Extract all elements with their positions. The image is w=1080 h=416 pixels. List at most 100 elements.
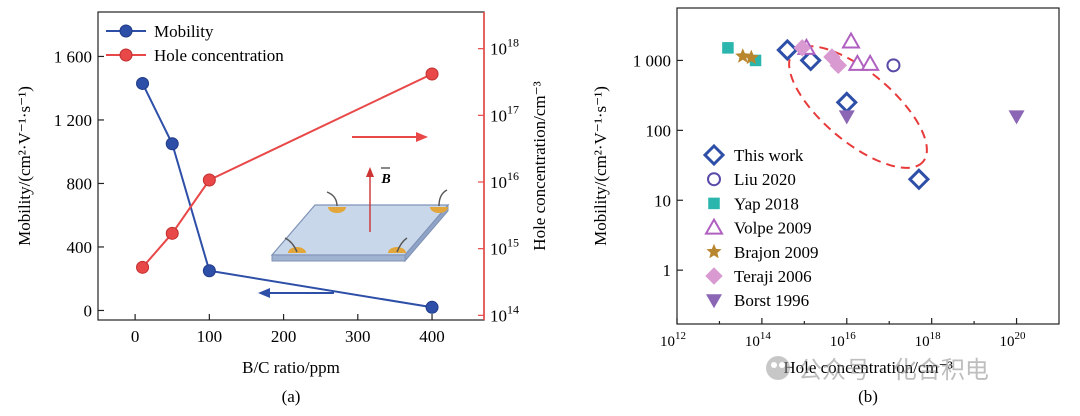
panel-b-label: (b) — [858, 387, 878, 406]
b-y-tick-label: 1 — [663, 261, 672, 280]
legend-teraji-2006-marker — [705, 267, 723, 285]
inset-wire — [438, 189, 448, 207]
mobility-point — [165, 137, 179, 151]
hole-concentration-point — [136, 260, 150, 274]
inset-contact — [388, 247, 406, 253]
hole-axis-arrow-head — [416, 132, 428, 142]
mobility-point — [202, 264, 216, 278]
legend-this-work-marker — [702, 143, 726, 167]
b-x-tick-label: 1016 — [830, 330, 857, 350]
mobility-point — [425, 300, 439, 314]
borst-1996-point — [838, 110, 855, 125]
inset-wire — [396, 237, 408, 253]
hole-concentration-point — [425, 67, 439, 81]
legend-yap-2018-label: Yap 2018 — [734, 194, 799, 213]
a-y-right-tick-label: 1016 — [490, 169, 519, 192]
mobility-line — [141, 83, 433, 309]
panel-b-frame — [676, 7, 1060, 325]
volpe-2009-point — [841, 31, 861, 49]
watermark-icon-dot — [771, 362, 777, 368]
yap-2018-point — [722, 42, 734, 54]
b-y-ticks: 1 10 100 1 000 — [633, 51, 683, 280]
a-y-right-tick-label: 1015 — [490, 236, 519, 259]
panel-a-label: (a) — [282, 387, 301, 406]
b-x-tick-label: 1014 — [745, 330, 772, 350]
legend-borst-1996-marker — [706, 294, 722, 309]
legend-volpe-2009-label: Volpe 2009 — [734, 219, 812, 238]
liu-2020-point — [886, 58, 901, 73]
inset-plate-side — [404, 203, 449, 263]
a-series-layer — [136, 67, 439, 314]
b-y-tick-label: 1 000 — [633, 51, 671, 70]
this-work-point — [776, 38, 799, 62]
a-x-tick-label: 400 — [419, 327, 445, 346]
volpe-2009-point — [847, 53, 868, 71]
a-y-left-axis-label: Mobility/(cm²·V⁻¹·s⁻¹) — [15, 86, 34, 246]
b-y-tick-label: 10 — [654, 191, 671, 210]
b-x-tick-label: 1012 — [660, 330, 686, 350]
legend-hole-marker — [119, 48, 133, 62]
mobility-axis-arrow-head — [258, 288, 270, 298]
legend-yap-2018-marker — [708, 197, 720, 210]
a-y-right-tick-label: 1014 — [490, 302, 519, 325]
legend-teraji-2006-label: Teraji 2006 — [734, 267, 812, 286]
mobility-point — [136, 76, 150, 90]
inset-contact — [288, 247, 306, 253]
yap-2018-point — [749, 54, 762, 67]
legend-mobility-label: Mobility — [154, 22, 214, 41]
a-y-left-tick-label: 400 — [67, 238, 93, 257]
b-legend: This work Liu 2020 Yap 2018 Volpe 2009 Brajo… — [702, 143, 819, 310]
watermark-text: 公众号 · 化合积电 — [798, 356, 989, 384]
b-y-tick-label: 100 — [646, 121, 672, 140]
borst-1996-point — [1008, 110, 1025, 125]
inset-wire — [284, 237, 298, 253]
this-work-point — [799, 49, 822, 72]
a-x-tick-label: 100 — [197, 327, 223, 346]
a-y-left-tick-label: 1 600 — [54, 47, 92, 66]
a-y-right-tick-label: 1017 — [490, 102, 519, 125]
legend-brajon-2009-label: Brajon 2009 — [734, 243, 819, 262]
teraji-2006-point — [793, 39, 811, 57]
b-field-label: B — [380, 172, 390, 187]
panel-a: 0 100 200 300 400 0 400 800 1 200 1 600 1014 1015… — [15, 11, 549, 406]
legend-hole-label: Hole concentration — [154, 46, 284, 65]
a-x-axis-label: B/C ratio/ppm — [242, 358, 340, 377]
teraji-2006-point — [829, 56, 847, 75]
a-legend: Mobility Hole concentration — [106, 22, 284, 65]
inset-plate-edge — [271, 254, 406, 262]
a-y-right-tick-label: 1018 — [490, 36, 519, 59]
panel-b: 1012 1014 1016 1018 1020 1 10 100 1 000 This wo… — [591, 7, 1060, 406]
watermark: 公众号 · 化合积电 — [766, 356, 989, 384]
a-x-tick-label: 0 — [131, 327, 140, 346]
hole-concentration-point — [202, 173, 216, 187]
inset-wire — [326, 191, 338, 207]
legend-volpe-2009-marker — [704, 217, 724, 235]
b-x-axis-label: Hole concentration/cm⁻³ — [783, 358, 952, 377]
watermark-icon — [766, 356, 790, 380]
legend-mobility-marker — [119, 24, 133, 38]
brajon-2009-point — [735, 48, 751, 63]
hole-concentration-point — [165, 226, 179, 240]
a-y-right-ticks: 1014 1015 1016 1017 1018 — [478, 36, 519, 325]
a-y-right-axis-label: Hole concentration/cm⁻³ — [530, 81, 549, 250]
this-work-point — [835, 91, 858, 114]
a-y-left-tick-label: 1 200 — [54, 111, 92, 130]
a-x-tick-label: 200 — [271, 327, 297, 346]
a-x-ticks: 0 100 200 300 400 — [131, 314, 445, 346]
b-series-layer — [722, 31, 1025, 191]
legend-liu-2020-label: Liu 2020 — [734, 170, 796, 189]
device-inset: B — [270, 167, 450, 263]
volpe-2009-point — [860, 53, 880, 71]
legend-borst-1996-label: Borst 1996 — [734, 291, 809, 310]
inset-contact — [430, 207, 448, 213]
b-y-axis-label: Mobility/(cm²·V⁻¹·s⁻¹) — [591, 86, 610, 246]
watermark-icon-dot — [779, 362, 785, 368]
hole-concentration-line — [141, 73, 433, 268]
b-field-arrow-head — [366, 167, 374, 177]
a-y-left-tick-label: 0 — [84, 301, 93, 320]
b-x-tick-label: 1020 — [1000, 330, 1027, 350]
legend-this-work-label: This work — [734, 146, 804, 165]
b-x-tick-label: 1018 — [915, 330, 942, 350]
inset-contact — [328, 207, 346, 213]
